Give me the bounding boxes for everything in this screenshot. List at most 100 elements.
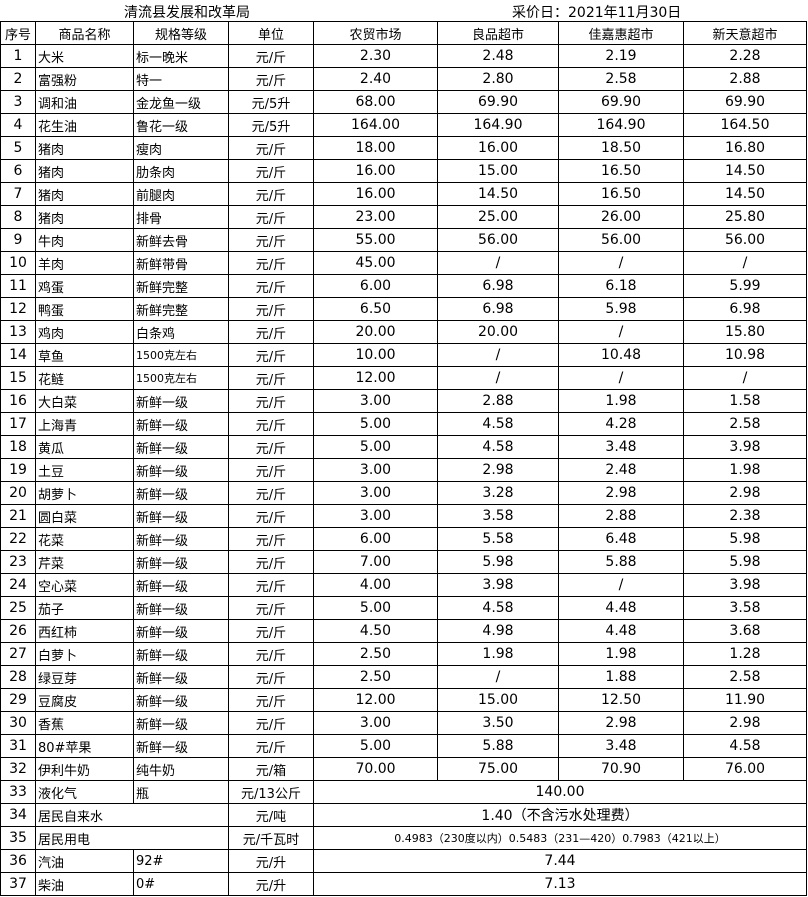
spec-grade-cell: 纯牛奶: [133, 757, 229, 781]
price-jiajiahui-cell: 26.00: [558, 205, 684, 229]
price-xintianyi-cell: 4.58: [683, 734, 807, 758]
price-farmers-market-cell: 6.00: [313, 274, 438, 298]
price-table: 序号 商品名称 规格等级 单位 农贸市场 良品超市 佳嘉惠超市 新天意超市 1 大米 标一晚米 元/斤…: [0, 21, 807, 896]
product-name-cell: 豆腐皮: [35, 688, 134, 712]
price-farmers-market-cell: 7.00: [313, 550, 438, 574]
row-number-cell: 16: [0, 389, 36, 413]
price-xintianyi-cell: 5.99: [683, 274, 807, 298]
price-jiajiahui-cell: 2.88: [558, 504, 684, 528]
price-xintianyi-cell: 11.90: [683, 688, 807, 712]
column-header-unit: 单位: [228, 21, 314, 45]
row-number-cell: 32: [0, 757, 36, 781]
price-farmers-market-cell: 23.00: [313, 205, 438, 229]
row-number-cell: 21: [0, 504, 36, 528]
price-farmers-market-cell: 3.00: [313, 458, 438, 482]
price-liangpin-cell: 164.90: [437, 113, 559, 137]
price-jiajiahui-cell: 3.48: [558, 435, 684, 459]
table-row: 14 草鱼 1500克左右 元/斤 10.00/10.48 10.98: [0, 343, 807, 367]
price-jiajiahui-cell: 1.88: [558, 665, 684, 689]
row-number-cell: 1: [0, 44, 36, 68]
price-xintianyi-cell: 2.98: [683, 711, 807, 735]
table-row: 13 鸡肉 白条鸡 元/斤 20.00 20.00/15.80: [0, 320, 807, 344]
price-xintianyi-cell: 1.98: [683, 458, 807, 482]
price-liangpin-cell: 6.98: [437, 274, 559, 298]
spec-grade-cell: 特一: [133, 67, 229, 91]
table-row: 31 80#苹果 新鲜一级 元/斤 5.00 5.88 3.48 4.58: [0, 734, 807, 758]
spec-grade-cell: 新鲜一级: [133, 527, 229, 551]
price-jiajiahui-cell: 70.90: [558, 757, 684, 781]
product-name-cell: 80#苹果: [35, 734, 134, 758]
unit-cell: 元/斤: [228, 366, 314, 390]
unit-cell: 元/斤: [228, 665, 314, 689]
price-farmers-market-cell: 12.00: [313, 366, 438, 390]
price-farmers-market-cell: 16.00: [313, 182, 438, 206]
price-liangpin-cell: 3.58: [437, 504, 559, 528]
price-liangpin-cell: 3.98: [437, 573, 559, 597]
spec-grade-cell: 鲁花一级: [133, 113, 229, 137]
price-liangpin-cell: 3.28: [437, 481, 559, 505]
price-liangpin-cell: 20.00: [437, 320, 559, 344]
product-name-cell: 鸭蛋: [35, 297, 134, 321]
table-row: 10 羊肉 新鲜带骨 元/斤 45.00// /: [0, 251, 807, 275]
price-xintianyi-cell: 56.00: [683, 228, 807, 252]
spec-grade-cell: 新鲜一级: [133, 665, 229, 689]
price-value-cell: 140.00: [313, 780, 807, 804]
price-xintianyi-cell: 25.80: [683, 205, 807, 229]
price-jiajiahui-cell: 164.90: [558, 113, 684, 137]
price-farmers-market-cell: 20.00: [313, 320, 438, 344]
organization-title: 清流县发展和改革局: [124, 5, 250, 21]
column-header-price-jiajiahui: 佳嘉惠超市: [558, 21, 684, 45]
product-name-cell: 圆白菜: [35, 504, 134, 528]
price-xintianyi-cell: 15.80: [683, 320, 807, 344]
price-value-cell: 7.44: [313, 849, 807, 873]
table-row: 36 汽油 92# 元/升 7.44: [0, 849, 807, 873]
product-name-cell: 大白菜: [35, 389, 134, 413]
price-liangpin-cell: 2.80: [437, 67, 559, 91]
spec-grade-cell: 新鲜一级: [133, 688, 229, 712]
row-number-cell: 14: [0, 343, 36, 367]
price-jiajiahui-cell: /: [558, 251, 684, 275]
product-name-cell: 草鱼: [35, 343, 134, 367]
row-number-cell: 35: [0, 826, 36, 850]
product-name-cell: 胡萝卜: [35, 481, 134, 505]
unit-cell: 元/斤: [228, 458, 314, 482]
unit-cell: 元/斤: [228, 44, 314, 68]
table-row: 5 猪肉 瘦肉 元/斤 18.00 16.00 18.50 16.80: [0, 136, 807, 160]
unit-cell: 元/斤: [228, 228, 314, 252]
price-liangpin-cell: 5.98: [437, 550, 559, 574]
row-number-cell: 9: [0, 228, 36, 252]
price-farmers-market-cell: 45.00: [313, 251, 438, 275]
spec-grade-cell: 0#: [133, 872, 229, 896]
price-liangpin-cell: 15.00: [437, 688, 559, 712]
price-xintianyi-cell: 5.98: [683, 527, 807, 551]
product-name-cell: 居民自来水: [35, 803, 229, 827]
spec-grade-cell: 前腿肉: [133, 182, 229, 206]
product-name-cell: 花菜: [35, 527, 134, 551]
table-row: 8 猪肉 排骨 元/斤 23.00 25.00 26.00 25.80: [0, 205, 807, 229]
table-row: 27 白萝卜 新鲜一级 元/斤 2.50 1.98 1.98 1.28: [0, 642, 807, 666]
table-row: 32 伊利牛奶 纯牛奶 元/箱 70.00 75.00 70.90 76.00: [0, 757, 807, 781]
spec-grade-cell: 1500克左右: [133, 343, 229, 367]
row-number-cell: 33: [0, 780, 36, 804]
unit-cell: 元/斤: [228, 550, 314, 574]
row-number-cell: 23: [0, 550, 36, 574]
price-jiajiahui-cell: 2.98: [558, 711, 684, 735]
price-xintianyi-cell: 16.80: [683, 136, 807, 160]
price-xintianyi-cell: 1.28: [683, 642, 807, 666]
column-header-spec-grade: 规格等级: [133, 21, 229, 45]
table-row: 23 芹菜 新鲜一级 元/斤 7.00 5.98 5.88 5.98: [0, 550, 807, 574]
price-farmers-market-cell: 2.50: [313, 665, 438, 689]
price-liangpin-cell: 16.00: [437, 136, 559, 160]
unit-cell: 元/斤: [228, 711, 314, 735]
unit-cell: 元/斤: [228, 527, 314, 551]
unit-cell: 元/斤: [228, 182, 314, 206]
product-name-cell: 液化气: [35, 780, 134, 804]
price-xintianyi-cell: 14.50: [683, 182, 807, 206]
table-row: 6 猪肉 肋条肉 元/斤 16.00 15.00 16.50 14.50: [0, 159, 807, 183]
price-jiajiahui-cell: 6.18: [558, 274, 684, 298]
price-liangpin-cell: /: [437, 251, 559, 275]
price-jiajiahui-cell: 2.19: [558, 44, 684, 68]
price-jiajiahui-cell: 16.50: [558, 159, 684, 183]
price-jiajiahui-cell: 18.50: [558, 136, 684, 160]
price-liangpin-cell: 4.58: [437, 412, 559, 436]
